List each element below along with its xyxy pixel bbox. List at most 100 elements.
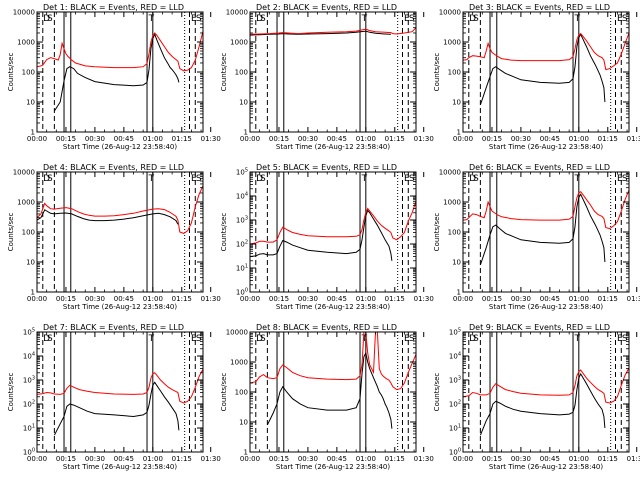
x-tick-label: 01:00 [356, 455, 376, 463]
x-tick-label: 01:30 [201, 455, 221, 463]
x-tick-label: 01:15 [172, 455, 192, 463]
y-tick-label: 10 [239, 99, 248, 107]
panel-title: Det 1: BLACK = Events, RED = LLD [43, 3, 184, 12]
x-axis-label: Start Time (26-Aug-12 23:58:40) [63, 303, 177, 311]
y-tick-label: 105 [236, 168, 248, 177]
x-tick-label: 00:00 [453, 135, 473, 143]
marker-letter: S [409, 14, 415, 24]
marker-letter: D [469, 334, 476, 344]
x-tick-label: 01:00 [143, 455, 163, 463]
series-line-events [250, 209, 393, 261]
x-tick-label: 00:30 [298, 135, 318, 143]
y-tick-label: 102 [236, 240, 248, 249]
y-tick-label: 101 [23, 424, 35, 433]
y-tick-label: 10 [452, 99, 461, 107]
marker-letter: E [617, 334, 623, 344]
y-axis-label: Counts/sec [7, 213, 15, 252]
marker-letter: T [361, 14, 368, 24]
y-tick-label: 1 [31, 289, 35, 297]
x-axis-label: Start Time (26-Aug-12 23:58:40) [276, 143, 390, 151]
x-tick-label: 00:15 [56, 455, 76, 463]
y-tick-label: 1 [457, 289, 461, 297]
panel-title: Det 5: BLACK = Events, RED = LLD [256, 163, 397, 172]
x-tick-label: 00:30 [511, 455, 531, 463]
x-axis-label: Start Time (26-Aug-12 23:58:40) [489, 463, 603, 471]
x-tick-label: 00:15 [56, 135, 76, 143]
panel-title: Det 6: BLACK = Events, RED = LLD [469, 163, 610, 172]
y-tick-label: 100 [448, 229, 461, 237]
series-line-events [479, 33, 606, 106]
y-tick-label: 10 [26, 259, 35, 267]
x-tick-label: 00:15 [56, 295, 76, 303]
series-line-lld [250, 332, 416, 391]
marker-letter: E [404, 14, 410, 24]
x-tick-label: 00:15 [482, 135, 502, 143]
series-line-events [479, 372, 606, 436]
marker-letter: S [196, 14, 202, 24]
marker-letter: T [148, 334, 155, 344]
marker-letter: S [47, 14, 53, 24]
marker-letter: T [148, 14, 155, 24]
series-line-lld [37, 30, 203, 72]
x-tick-label: 01:00 [356, 135, 376, 143]
y-tick-label: 10 [452, 259, 461, 267]
panel-title: Det 9: BLACK = Events, RED = LLD [469, 323, 610, 332]
y-tick-label: 1000 [230, 359, 248, 367]
marker-letter: S [622, 14, 628, 24]
y-tick-label: 101 [236, 264, 248, 273]
x-tick-label: 00:45 [114, 295, 134, 303]
marker-letter: T [574, 334, 581, 344]
y-tick-label: 1 [244, 129, 248, 137]
x-tick-label: 01:00 [569, 455, 589, 463]
y-axis-label: Counts/sec [7, 373, 15, 412]
y-tick-label: 104 [236, 192, 248, 201]
x-tick-label: 01:30 [627, 295, 640, 303]
plot-frame [462, 331, 630, 453]
y-tick-label: 100 [22, 69, 35, 77]
x-axis-label: Start Time (26-Aug-12 23:58:40) [276, 463, 390, 471]
plot-frame [249, 171, 417, 293]
marker-letter: E [404, 174, 410, 184]
x-tick-label: 00:45 [540, 295, 560, 303]
y-tick-label: 10 [239, 419, 248, 427]
y-tick-label: 100 [235, 389, 248, 397]
y-tick-label: 103 [236, 216, 248, 225]
marker-letter: S [260, 174, 266, 184]
x-tick-label: 00:30 [85, 295, 105, 303]
x-tick-label: 00:15 [269, 295, 289, 303]
x-tick-label: 01:15 [172, 135, 192, 143]
marker-letter: D [469, 174, 476, 184]
x-tick-label: 01:00 [143, 135, 163, 143]
y-tick-label: 1000 [443, 199, 461, 207]
x-axis-label: Start Time (26-Aug-12 23:58:40) [489, 303, 603, 311]
x-tick-label: 00:30 [85, 135, 105, 143]
x-tick-label: 00:45 [327, 295, 347, 303]
x-tick-label: 01:00 [356, 295, 376, 303]
x-tick-label: 00:00 [453, 295, 473, 303]
marker-letter: E [191, 334, 197, 344]
y-tick-label: 100 [22, 229, 35, 237]
y-tick-label: 1000 [17, 39, 35, 47]
x-tick-label: 00:15 [482, 455, 502, 463]
series-line-lld [37, 369, 203, 404]
x-tick-label: 01:15 [385, 295, 405, 303]
x-axis-label: Start Time (26-Aug-12 23:58:40) [63, 143, 177, 151]
y-tick-label: 102 [449, 400, 461, 409]
y-tick-label: 100 [235, 69, 248, 77]
marker-letter: D [43, 174, 50, 184]
series-line-lld [463, 32, 629, 71]
x-tick-label: 01:00 [569, 135, 589, 143]
x-tick-label: 00:00 [27, 295, 47, 303]
x-tick-label: 00:00 [27, 455, 47, 463]
x-tick-label: 00:45 [114, 455, 134, 463]
x-tick-label: 00:00 [240, 295, 260, 303]
x-tick-label: 01:15 [598, 455, 618, 463]
series-line-lld [37, 185, 203, 234]
y-tick-label: 10000 [439, 9, 461, 17]
y-axis-label: Counts/sec [433, 53, 441, 92]
